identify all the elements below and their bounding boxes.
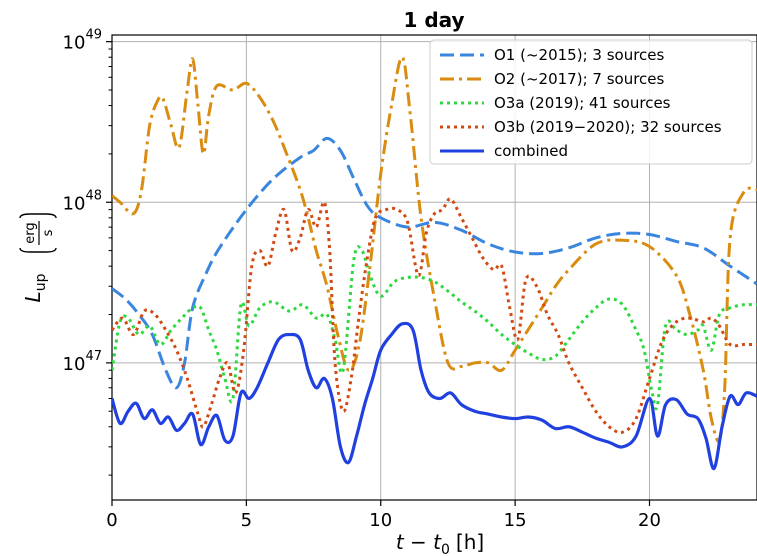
x-axis: 0 5 10 15 20 [106, 500, 661, 531]
y-tick-label: 1048 [63, 188, 102, 214]
x-tick-label: 5 [241, 510, 252, 531]
legend-label-1: O2 (~2017); 7 sources [494, 70, 665, 88]
series-line-3 [112, 197, 757, 435]
y-tick-label: 1049 [63, 28, 102, 54]
x-tick-label: 20 [638, 510, 661, 531]
y-axis-label: Lup erg s [19, 213, 57, 302]
y-unit-numerator: erg [23, 222, 38, 243]
bracket-left [19, 247, 57, 253]
chart-title: 1 day [403, 8, 464, 32]
svg-text:Lup: Lup [21, 273, 49, 302]
x-tick-label: 0 [106, 510, 117, 531]
legend: O1 (~2015); 3 sources O2 (~2017); 7 sourc… [429, 39, 753, 165]
series-line-2 [112, 245, 757, 411]
x-axis-label: t − t0 [h] [396, 530, 484, 556]
y-axis: 1047 1048 1049 [63, 28, 112, 476]
bracket-right [19, 213, 57, 219]
legend-box [429, 39, 753, 165]
x-tick-label: 10 [369, 510, 392, 531]
legend-label-0: O1 (~2015); 3 sources [494, 46, 665, 64]
legend-label-4: combined [494, 142, 568, 160]
legend-label-2: O3a (2019); 41 sources [494, 94, 671, 112]
series-line-1 [112, 55, 757, 443]
series-line-4 [112, 321, 757, 471]
y-unit-denominator: s [41, 229, 56, 236]
x-tick-label: 15 [504, 510, 527, 531]
y-tick-label: 1047 [63, 349, 102, 375]
legend-label-3: O3b (2019−2020); 32 sources [494, 118, 722, 136]
plot-frame [111, 34, 757, 501]
series-lines [112, 55, 757, 471]
series-line-0 [112, 136, 757, 390]
